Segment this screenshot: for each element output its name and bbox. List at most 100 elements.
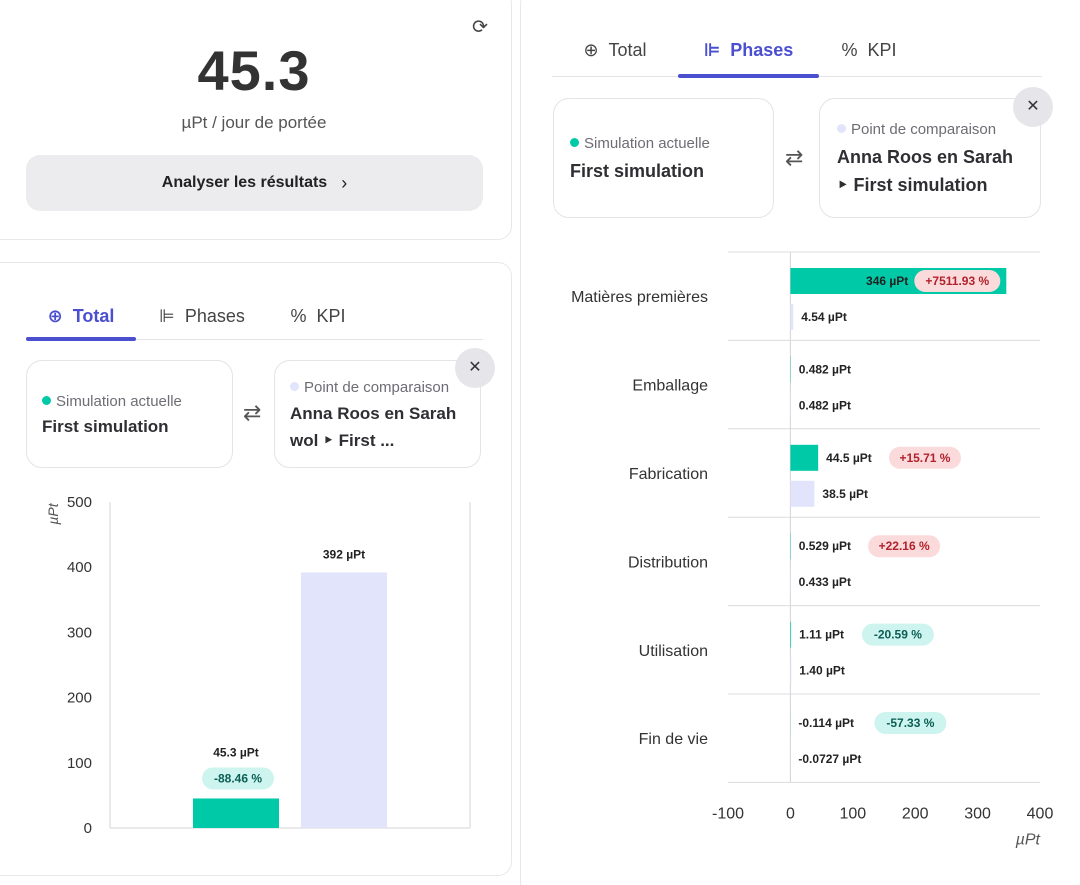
comparison-bar xyxy=(790,657,792,684)
x-tick-label: 200 xyxy=(902,805,929,822)
comparison-card[interactable]: Point de comparaison Anna Roos en Sarah … xyxy=(819,98,1041,218)
tab-total[interactable]: ⊕ Total xyxy=(552,24,678,76)
phase-badge-bg xyxy=(868,535,941,558)
phase-badge-bg xyxy=(874,712,947,734)
swap-icon[interactable]: ⇄ xyxy=(785,145,804,170)
bar-chart-icon: ⊫ xyxy=(703,39,721,60)
category-label: Fin de vie xyxy=(639,731,708,748)
phase-badge: +7511.93 % xyxy=(925,274,989,288)
close-icon[interactable]: ✕ xyxy=(455,348,495,388)
x-tick-label: 100 xyxy=(839,805,866,822)
left-tab-bar: ⊕ Total ⊫ Phases % KPI xyxy=(26,294,483,341)
current-simulation-card[interactable]: Simulation actuelle First simulation xyxy=(26,360,233,468)
phase-badge: +15.71 % xyxy=(899,451,950,465)
bar-badge-bg xyxy=(202,767,274,790)
y-tick-label: 300 xyxy=(67,624,92,641)
bar-2 xyxy=(301,572,387,828)
tab-kpi[interactable]: % KPI xyxy=(268,294,368,339)
comparison-bar xyxy=(790,304,794,330)
phase-value-label: 0.482 µPt xyxy=(799,398,851,412)
phase-value-label: -0.114 µPt xyxy=(798,716,854,730)
tab-phases[interactable]: ⊫ Phases xyxy=(678,24,819,78)
comparison-name-line2: ‣ First simulation xyxy=(837,175,988,195)
y-axis-label: µPt xyxy=(45,502,61,524)
phase-value-label: 0.482 µPt xyxy=(799,362,851,376)
phase-value-label: 4.54 µPt xyxy=(801,310,847,324)
phase-value-label: 346 µPt xyxy=(866,274,908,288)
x-tick-label: 300 xyxy=(964,805,991,822)
comparison-name-line2: wol ‣ First ... xyxy=(290,431,395,450)
phase-value-label: 38.5 µPt xyxy=(822,487,868,501)
category-label: Emballage xyxy=(632,378,708,395)
phase-badge-bg xyxy=(888,446,961,469)
total-bar-chart: 0 100 200 300 400 500 µPt -88.46 % 45.3 µPt 392 µ… xyxy=(45,494,471,837)
y-tick-label: 400 xyxy=(67,559,92,576)
phase-value-label: 0.529 µPt xyxy=(799,539,851,553)
current-bar xyxy=(790,621,792,648)
tab-label: Total xyxy=(608,39,647,60)
phase-value-label: -0.0727 µPt xyxy=(798,752,861,766)
bar-value-label: 392 µPt xyxy=(323,547,365,561)
phase-value-label: 1.40 µPt xyxy=(799,664,845,678)
current-simulation-name: First simulation xyxy=(42,417,169,436)
phase-badge: +22.16 % xyxy=(879,539,930,553)
comparison-card[interactable]: Point de comparaison Anna Roos en Sarah … xyxy=(274,360,481,468)
current-bar xyxy=(790,444,819,471)
analyse-results-label: Analyser les résultats xyxy=(161,174,328,191)
y-tick-label: 500 xyxy=(67,494,92,511)
current-simulation-card[interactable]: Simulation actuelle First simulation xyxy=(553,98,774,218)
category-label: Matières premières xyxy=(571,289,708,306)
tab-total[interactable]: ⊕ Total xyxy=(26,294,136,341)
phase-value-label: 1.11 µPt xyxy=(799,628,844,642)
bar-chart-icon: ⊫ xyxy=(159,306,175,326)
globe-icon: ⊕ xyxy=(583,39,599,60)
current-simulation-caption: Simulation actuelle xyxy=(42,393,182,410)
right-tab-bar: ⊕ Total ⊫ Phases % KPI xyxy=(552,24,1042,78)
analyse-results-button[interactable]: Analyser les résultats › xyxy=(26,155,483,211)
percent-icon: % xyxy=(290,306,307,326)
y-tick-label: 200 xyxy=(67,690,92,707)
y-tick-label: 100 xyxy=(67,755,92,772)
comparison-caption: Point de comparaison xyxy=(290,379,449,396)
x-axis-label: µPt xyxy=(1015,831,1041,848)
current-simulation-caption: Simulation actuelle xyxy=(570,135,710,152)
phase-badge: -57.33 % xyxy=(886,716,934,730)
phase-badge: -20.59 % xyxy=(874,628,922,642)
x-tick-label: -100 xyxy=(712,805,744,822)
current-dot-icon xyxy=(42,396,51,405)
phase-value-label: 44.5 µPt xyxy=(826,451,872,465)
chevron-right-icon: › xyxy=(341,172,348,193)
tab-label: KPI xyxy=(316,306,346,326)
tab-label: Phases xyxy=(184,306,245,326)
tab-label: Phases xyxy=(730,39,794,60)
score-unit: µPt / jour de portée xyxy=(181,113,327,132)
current-simulation-name: First simulation xyxy=(570,161,705,181)
tab-label: Total xyxy=(72,306,115,326)
phases-bar-chart: Matières premières +7511.93 % 346 µPt 4.54 … xyxy=(571,251,1054,848)
bar-badge: -88.46 % xyxy=(214,771,262,785)
phase-badge-bg xyxy=(861,623,934,646)
percent-icon: % xyxy=(841,39,858,60)
category-label: Distribution xyxy=(628,554,708,571)
globe-icon: ⊕ xyxy=(47,306,63,326)
current-dot-icon xyxy=(570,138,579,147)
x-tick-label: 0 xyxy=(786,805,795,822)
swap-icon[interactable]: ⇄ xyxy=(243,400,262,425)
bar-value-label: 45.3 µPt xyxy=(213,745,259,759)
comparison-caption: Point de comparaison xyxy=(837,121,996,138)
category-label: Fabrication xyxy=(629,466,708,483)
x-tick-label: 400 xyxy=(1027,805,1054,822)
refresh-icon[interactable]: ⟳ xyxy=(472,17,488,38)
comparison-name-line1: Anna Roos en Sarah xyxy=(837,147,1014,167)
tab-phases[interactable]: ⊫ Phases xyxy=(136,294,268,339)
comparison-bar xyxy=(790,480,815,507)
tab-kpi[interactable]: % KPI xyxy=(819,24,919,76)
y-tick-label: 0 xyxy=(84,820,92,837)
tab-label: KPI xyxy=(867,39,897,60)
comparison-dot-icon xyxy=(290,382,299,391)
comparison-dot-icon xyxy=(837,124,846,133)
close-icon[interactable]: ✕ xyxy=(1013,87,1053,127)
comparison-name-line1: Anna Roos en Sarah xyxy=(290,404,457,423)
bar-1 xyxy=(193,798,279,828)
category-label: Utilisation xyxy=(639,643,708,660)
